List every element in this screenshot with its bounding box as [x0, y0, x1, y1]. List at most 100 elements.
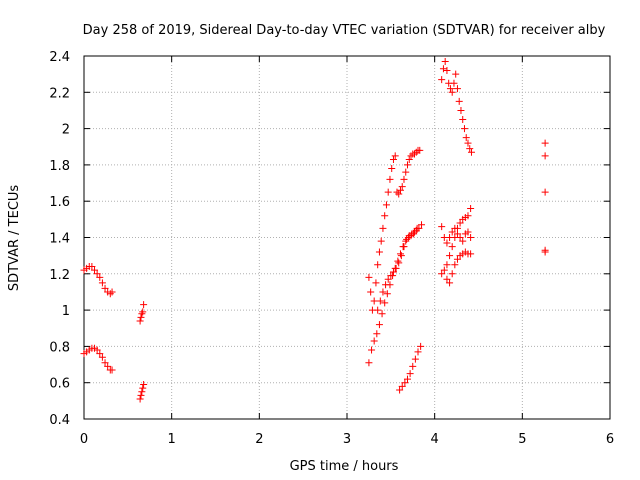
data-point	[466, 145, 474, 153]
data-point	[393, 188, 401, 196]
data-point	[396, 250, 404, 258]
data-point	[446, 234, 454, 241]
data-point	[467, 148, 475, 156]
data-point	[443, 261, 451, 269]
x-axis-tick-labels: 0 1 2 3 4 5 6	[80, 432, 614, 447]
data-point	[467, 234, 475, 241]
data-point	[365, 359, 373, 367]
data-point	[379, 224, 387, 232]
y-tick-label: 1.8	[49, 159, 70, 174]
data-point	[382, 281, 390, 289]
data-point	[106, 290, 114, 298]
data-point	[139, 384, 147, 392]
data-point	[453, 255, 461, 263]
data-point	[464, 228, 472, 236]
data-point	[139, 308, 147, 316]
data-point	[453, 85, 461, 93]
data-point	[91, 266, 99, 274]
y-tick-label: 2.2	[49, 86, 70, 101]
data-point	[93, 346, 101, 354]
x-tick-label: 1	[168, 432, 176, 447]
data-point	[400, 175, 408, 183]
data-point	[108, 288, 116, 296]
data-point	[403, 235, 411, 243]
data-point	[367, 288, 375, 296]
data-point	[441, 57, 449, 65]
data-point	[401, 379, 409, 387]
data-point	[456, 234, 464, 241]
data-point	[453, 230, 461, 238]
data-point	[136, 317, 144, 325]
data-point	[411, 355, 419, 363]
data-point	[389, 268, 397, 276]
data-points	[80, 57, 549, 403]
data-point	[136, 395, 144, 403]
grid-lines	[84, 56, 610, 419]
data-point	[448, 270, 456, 278]
data-point	[396, 386, 404, 394]
axis-ticks	[83, 55, 611, 420]
data-point	[138, 388, 146, 396]
data-point	[448, 228, 456, 236]
data-point	[413, 224, 421, 232]
data-point	[387, 272, 395, 280]
data-point	[365, 273, 373, 281]
data-point	[438, 270, 446, 278]
y-tick-label: 2.4	[49, 50, 70, 65]
data-point	[388, 165, 396, 173]
chart-title: Day 258 of 2019, Sidereal Day-to-day VTE…	[83, 23, 606, 38]
data-point	[137, 313, 145, 321]
x-tick-label: 3	[343, 432, 351, 447]
data-point	[450, 79, 458, 87]
data-point	[406, 370, 414, 378]
data-point	[96, 350, 104, 358]
data-point	[104, 362, 112, 370]
data-point	[389, 155, 397, 163]
data-point	[452, 70, 460, 78]
data-point	[370, 337, 378, 345]
data-point	[403, 161, 411, 169]
data-point	[382, 201, 390, 209]
data-point	[446, 252, 454, 260]
data-point	[386, 175, 394, 183]
data-point	[373, 330, 381, 338]
data-point	[392, 264, 400, 272]
data-point	[409, 362, 417, 370]
data-point	[438, 223, 446, 231]
data-point	[414, 348, 422, 356]
data-point	[395, 259, 403, 267]
data-point	[464, 139, 472, 147]
data-point	[459, 116, 467, 124]
y-tick-label: 0.8	[49, 340, 70, 355]
data-point	[464, 212, 472, 220]
data-point	[448, 243, 456, 251]
data-point	[98, 353, 106, 361]
data-point	[378, 310, 386, 318]
data-point	[375, 248, 383, 256]
data-point	[460, 125, 468, 133]
y-axis-tick-labels: 0.4 0.6 0.8 1 1.2 1.4 1.6 1.8 2 2.2 2.4	[49, 50, 70, 428]
data-point	[397, 252, 405, 260]
data-point	[446, 85, 454, 93]
x-tick-label: 2	[255, 432, 263, 447]
data-point	[438, 76, 446, 84]
data-point	[411, 150, 419, 158]
x-tick-label: 4	[431, 432, 439, 447]
data-point	[96, 273, 104, 281]
data-point	[467, 250, 475, 258]
x-tick-label: 0	[80, 432, 88, 447]
data-point	[140, 381, 148, 389]
data-point	[541, 188, 549, 196]
data-point	[374, 306, 382, 314]
y-tick-label: 0.4	[49, 413, 70, 428]
data-point	[379, 288, 387, 296]
data-point	[541, 139, 549, 147]
data-point	[372, 279, 380, 287]
y-tick-label: 1.6	[49, 195, 70, 210]
data-point	[368, 346, 376, 354]
data-point	[138, 310, 146, 318]
data-point	[381, 299, 389, 307]
data-point	[455, 97, 463, 105]
data-point	[443, 275, 451, 283]
